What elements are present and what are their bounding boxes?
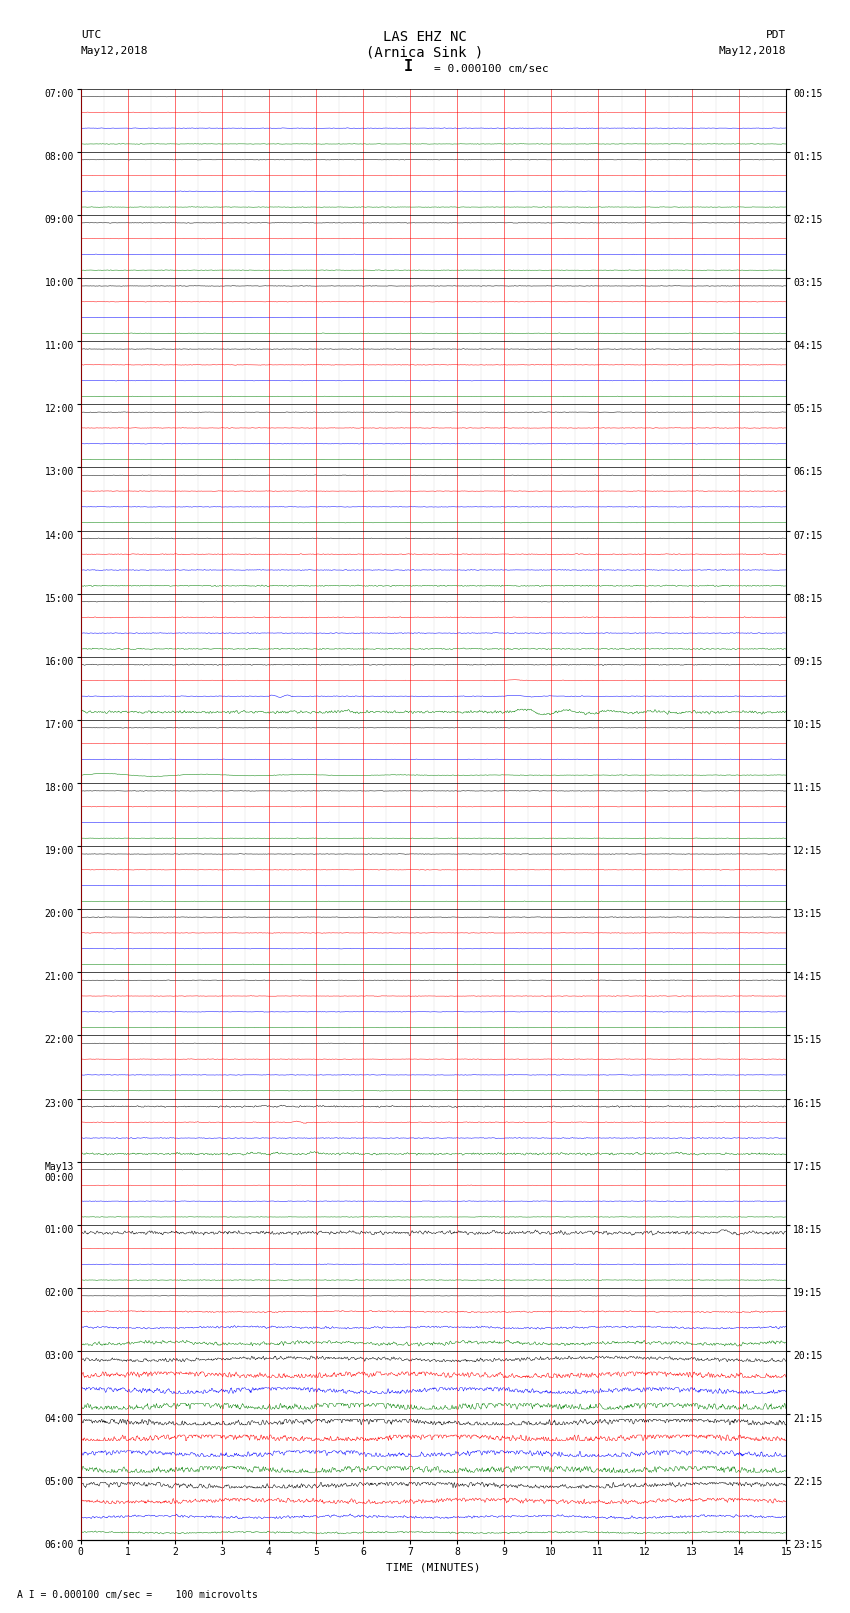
Text: May12,2018: May12,2018 bbox=[81, 47, 148, 56]
Text: May12,2018: May12,2018 bbox=[719, 47, 786, 56]
Text: I: I bbox=[404, 60, 412, 74]
Text: A I = 0.000100 cm/sec =    100 microvolts: A I = 0.000100 cm/sec = 100 microvolts bbox=[17, 1590, 258, 1600]
Text: LAS EHZ NC: LAS EHZ NC bbox=[383, 29, 467, 44]
Text: PDT: PDT bbox=[766, 31, 786, 40]
Text: UTC: UTC bbox=[81, 31, 101, 40]
Text: (Arnica Sink ): (Arnica Sink ) bbox=[366, 45, 484, 60]
Text: = 0.000100 cm/sec: = 0.000100 cm/sec bbox=[434, 65, 548, 74]
X-axis label: TIME (MINUTES): TIME (MINUTES) bbox=[386, 1563, 481, 1573]
